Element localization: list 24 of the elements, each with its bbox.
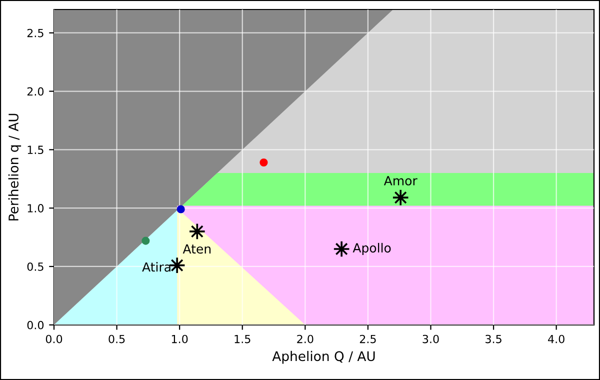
x-tick-label: 1.0 [172, 334, 188, 344]
y-tick-label: 0.0 [27, 320, 44, 330]
series-label: Apollo [352, 242, 391, 256]
x-tick-label: 2.5 [360, 334, 376, 344]
series-label: Atira [142, 262, 170, 272]
x-tick-label: 2.0 [297, 334, 314, 344]
x-tick-label: 0.5 [108, 334, 125, 344]
series-label: Aten [182, 244, 211, 254]
y-tick-label: 2.5 [27, 28, 44, 38]
point [176, 205, 185, 214]
y-tick-label: 1.0 [28, 204, 44, 212]
x-tick-label: 4.0 [548, 334, 564, 344]
series-label: Amor [384, 176, 418, 186]
y-tick-label: 1.5 [28, 146, 44, 154]
point [260, 158, 268, 167]
x-tick-label: 1.5 [234, 334, 250, 344]
x-tick-label: 3.0 [422, 334, 439, 344]
y-axis-title: Perihelion q / AU [8, 114, 22, 220]
point [142, 236, 150, 245]
y-tick-label: 0.5 [27, 262, 44, 271]
x-tick-label: 3.5 [486, 334, 502, 344]
x-tick-label: 0.0 [46, 334, 62, 344]
x-axis-title: Aphelion Q / AU [272, 350, 375, 364]
y-tick-label: 2.0 [27, 87, 44, 96]
